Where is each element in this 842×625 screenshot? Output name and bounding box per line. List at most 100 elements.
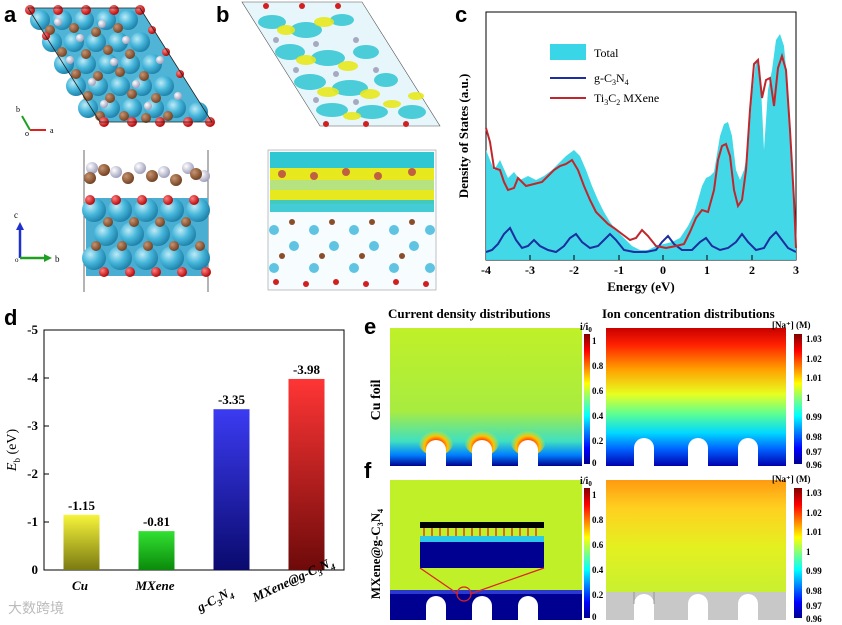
y-tick-label: -2: [27, 466, 38, 481]
dos-legend: Total g-C3N4 Ti3C2 MXene: [550, 44, 659, 107]
dos-gcn-line: [485, 226, 797, 254]
xtick: 2: [749, 263, 755, 277]
cb-tick: 0.98: [806, 432, 822, 442]
dos-mxene-line: [485, 52, 797, 250]
axes-indicator-top: b o a: [16, 105, 54, 138]
cb-tick: 0.6: [592, 540, 604, 550]
legend-mxene-label: Ti3C2 MXene: [594, 91, 659, 107]
cb-tick: 0.97: [806, 447, 822, 457]
cb-tick: 0: [592, 458, 597, 468]
map-e-ion: [606, 328, 786, 466]
xtick: -1: [614, 263, 624, 277]
cb-tick: 0.97: [806, 601, 822, 611]
cb-tick: 0.8: [592, 515, 604, 525]
slab-side-view: [82, 150, 211, 292]
bar-2: [213, 409, 250, 570]
dos-ylabel: Density of States (a.u.): [456, 74, 471, 199]
svg-text:b: b: [55, 254, 60, 264]
map-f-current: [390, 480, 582, 620]
y-tick-label: -3: [27, 418, 38, 433]
cb-tick: 1.02: [806, 508, 822, 518]
axes-indicator-bottom: c o b: [14, 210, 60, 264]
legend-total-label: Total: [594, 46, 619, 60]
watermark: 大数跨境: [8, 601, 64, 617]
svg-text:c: c: [14, 210, 18, 220]
panel-c-dos-chart: Density of States (a.u.) -4 -3 -2 -1 0 1…: [456, 11, 799, 294]
cb-tick: 0.6: [592, 386, 604, 396]
legend-gcn-label: g-C3N4: [594, 71, 629, 87]
panel-label-d: d: [4, 305, 18, 330]
cb-tick: 0.96: [806, 614, 822, 624]
cat-label-mxene: MXene: [135, 578, 175, 593]
cb-tick: 1: [806, 393, 811, 403]
dos-xlabel: Energy (eV): [607, 279, 675, 294]
cb-tick: 0: [592, 612, 597, 622]
cb-tick: 0.99: [806, 412, 822, 422]
cb-tick: 0.8: [592, 361, 604, 371]
cb-tick: 1.01: [806, 373, 822, 383]
bar-value-label: -0.81: [143, 514, 170, 529]
colorbar-e-current: i/i0 1 0.8 0.6 0.4 0.2 0: [580, 322, 604, 468]
colorbar-e-ion: [Na⁺] (M) 1.03 1.02 1.01 1 0.99 0.98 0.9…: [772, 320, 822, 470]
cat-label-cu: Cu: [72, 578, 88, 593]
inset-layer-structure: [419, 522, 545, 602]
bar-3: [288, 378, 325, 570]
xtick: -3: [525, 263, 535, 277]
bar-value-label: -1.15: [68, 498, 96, 513]
panel-label-f: f: [364, 458, 372, 483]
panel-label-a: a: [4, 2, 17, 27]
plot-frame: [43, 329, 345, 571]
cb-tick: 0.96: [806, 460, 822, 470]
panel-label-e: e: [364, 314, 377, 339]
legend-total-swatch: [550, 44, 586, 60]
y-tick-label: -4: [27, 370, 38, 385]
xtick: 0: [660, 263, 666, 277]
title-current-density: Current density distributions: [388, 306, 550, 321]
cb-tick: 0.2: [592, 436, 604, 446]
cb-tick: 1: [592, 490, 597, 500]
svg-text:[Na⁺] (M): [Na⁺] (M): [772, 320, 810, 330]
svg-text:[Na⁺] (M): [Na⁺] (M): [772, 474, 810, 484]
cb-tick: 1: [592, 336, 597, 346]
cb-tick: 0.2: [592, 590, 604, 600]
cb-tick: 0.99: [806, 566, 822, 576]
panel-label-c: c: [455, 2, 468, 27]
row-label-cu-foil: Cu foil: [369, 379, 384, 420]
row-label-mxene-gcn: MXene@g-C3N4: [368, 509, 385, 599]
cb-tick: 0.4: [592, 411, 604, 421]
panel-label-b: b: [216, 2, 230, 27]
svg-text:b: b: [16, 105, 20, 114]
bar-value-label: -3.98: [293, 362, 321, 377]
xtick: -2: [569, 263, 579, 277]
panel-ef-distributions: Current density distributions Ion concen…: [368, 306, 822, 624]
panel-b-charge-density: [241, 1, 441, 291]
cat-label-gcn: g-C3N4: [193, 583, 236, 617]
svg-text:a: a: [50, 126, 54, 135]
y-tick-label: -1: [27, 514, 38, 529]
svg-text:i/i0: i/i0: [580, 476, 592, 488]
panel-a-structure: b o a c o b: [14, 5, 215, 292]
charge-blobs-top: [258, 3, 426, 127]
bar-1: [138, 531, 175, 570]
charge-side-view: [267, 149, 437, 291]
svg-text:i/i0: i/i0: [580, 322, 592, 334]
y-tick-label: 0: [32, 562, 39, 577]
cb-tick: 0.4: [592, 565, 604, 575]
dos-xticks: -4 -3 -2 -1 0 1 2 3: [481, 263, 799, 277]
cb-tick: 1.03: [806, 488, 822, 498]
y-tick-label: -5: [27, 322, 38, 337]
cb-tick: 1: [806, 547, 811, 557]
xtick: -4: [481, 263, 491, 277]
cb-tick: 0.98: [806, 586, 822, 596]
svg-text:o: o: [25, 129, 29, 138]
colorbar-f-ion: [Na⁺] (M) 1.03 1.02 1.01 1 0.99 0.98 0.9…: [772, 474, 822, 624]
cb-tick: 1.03: [806, 334, 822, 344]
map-f-ion: [606, 480, 786, 620]
bar-value-label: -3.35: [218, 392, 246, 407]
svg-text:o: o: [15, 256, 19, 264]
title-ion-concentration: Ion concentration distributions: [602, 306, 775, 321]
panel-d-binding-energy-chart: -5 -4 -3 -2 -1 0 Eb (eV) -1.15 -0.81 -3.35 -3.98…: [5, 322, 345, 617]
colorbar-f-current: i/i0 1 0.8 0.6 0.4 0.2 0: [580, 476, 604, 622]
map-e-current: [390, 328, 582, 466]
bar-0: [63, 514, 100, 570]
